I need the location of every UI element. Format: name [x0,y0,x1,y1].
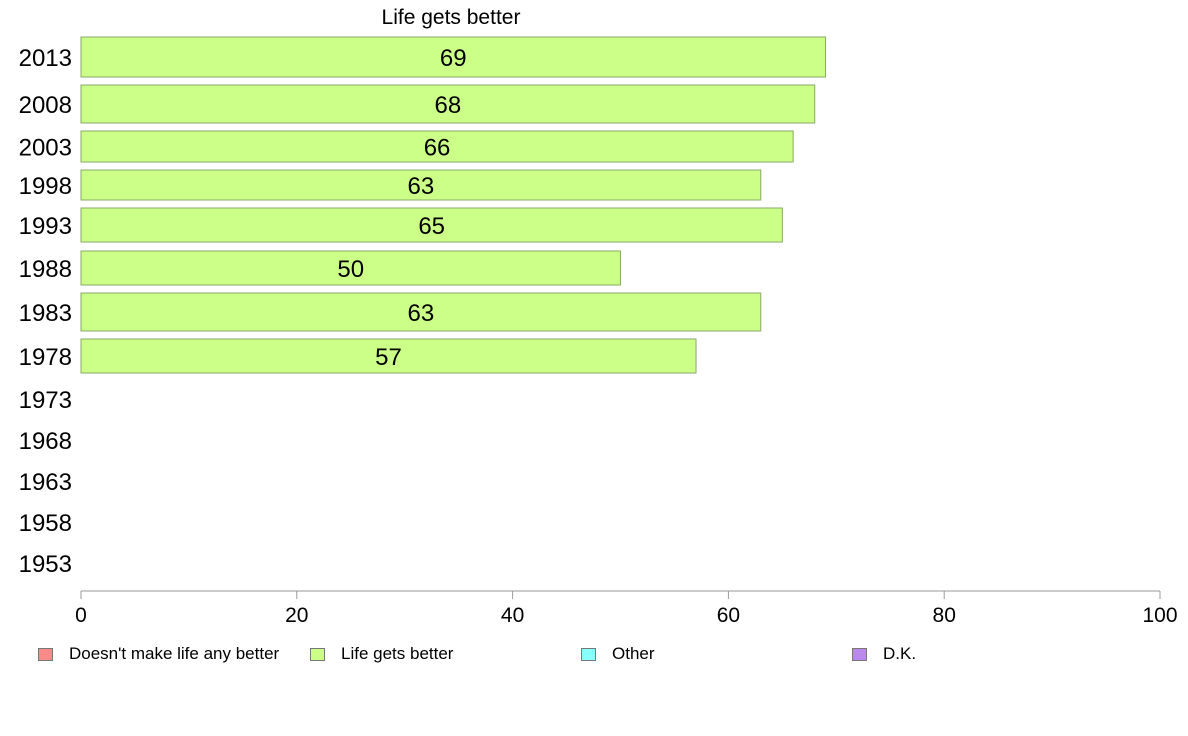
bar [80,250,621,286]
legend-label: Doesn't make life any better [69,644,280,663]
year-label: 2008 [19,92,72,119]
year-label: 1983 [19,300,72,327]
bar-value-label: 57 [375,344,402,371]
year-label: 1988 [19,256,72,283]
legend: Doesn't make life any better Life gets b… [38,644,1038,668]
legend-label: Other [612,644,655,663]
year-label: 1978 [19,344,72,371]
x-tick-label: 60 [717,604,740,627]
year-labels-group: 2013 2008 2003 1998 1993 1988 1983 1978 1973 1968… [19,45,72,578]
x-tick-label: 80 [933,604,956,627]
bar-value-label: 66 [424,135,451,162]
legend-label: D.K. [883,644,917,663]
legend-swatch [852,647,867,661]
x-axis: 0 20 40 60 80 100 [75,590,1178,627]
bar-value-label: 68 [435,92,462,119]
bar [80,338,697,374]
bar-value-label: 69 [440,45,467,72]
legend-item-other: Other [581,644,655,664]
year-label: 1968 [19,428,72,455]
year-label: 1958 [19,510,72,537]
legend-label: Life gets better [341,644,454,663]
legend-swatch [38,647,53,661]
legend-item-doesnt-make-better: Doesn't make life any better [38,644,279,664]
bar [80,84,816,124]
legend-swatch [310,647,325,661]
year-label: 1963 [19,469,72,496]
x-tick-label: 20 [285,604,308,627]
bar-value-label: 63 [408,300,435,327]
year-label: 1993 [19,213,72,240]
bar [80,130,794,163]
bar [80,292,762,332]
bar-value-label: 63 [408,173,435,200]
bar-value-label: 50 [337,256,364,283]
year-label: 1973 [19,387,72,414]
chart-title: Life gets better [381,6,521,29]
legend-item-dk: D.K. [852,644,916,664]
year-label: 2003 [19,135,72,162]
year-label: 2013 [19,45,72,72]
bar [80,36,827,78]
legend-item-life-gets-better: Life gets better [310,644,453,664]
bar [80,207,783,243]
year-label: 1953 [19,551,72,578]
bar-value-label: 65 [418,213,445,240]
legend-swatch [581,647,596,661]
x-tick-label: 40 [501,604,524,627]
x-tick-label: 100 [1142,604,1177,627]
bar [80,169,762,201]
year-label: 1998 [19,173,72,200]
x-tick-label: 0 [75,604,87,627]
